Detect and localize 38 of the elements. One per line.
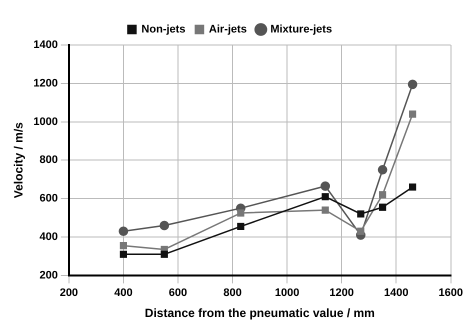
point	[357, 210, 364, 218]
point	[237, 209, 244, 217]
point	[120, 250, 128, 258]
legend-label: Mixture-jets	[270, 24, 332, 36]
y-tick-label: 800	[40, 154, 58, 166]
y-tick-label: 1400	[33, 39, 58, 52]
x-tick-label: 1200	[329, 287, 354, 300]
x-tick-label: 600	[168, 287, 188, 300]
y-tick-label: 400	[40, 231, 58, 244]
point	[408, 80, 418, 90]
x-axis-title: Distance from the pneumatic value / mm	[144, 306, 375, 320]
point	[378, 165, 388, 175]
legend-label: Non-jets	[141, 24, 186, 36]
x-tick-label: 800	[223, 287, 242, 300]
point	[160, 220, 170, 230]
point	[322, 193, 329, 200]
point	[378, 204, 386, 211]
y-tick-label: 1200	[33, 77, 58, 90]
point	[378, 191, 386, 198]
point	[357, 228, 364, 235]
point	[120, 242, 128, 250]
x-tick-label: 1000	[274, 287, 300, 300]
point	[118, 226, 128, 236]
y-tick-label: 600	[40, 192, 58, 205]
point	[408, 110, 416, 118]
legend-label: Air-jets	[208, 24, 247, 36]
y-tick-label: 200	[40, 269, 58, 282]
y-tick-label: 1000	[33, 116, 58, 128]
x-tick-label: 400	[114, 287, 133, 300]
point	[408, 184, 416, 191]
point	[160, 250, 168, 258]
x-tick-label: 1600	[438, 287, 464, 300]
point	[320, 181, 330, 191]
point	[237, 222, 244, 230]
x-tick-label: 200	[60, 287, 78, 300]
point	[322, 206, 329, 214]
x-tick-label: 1400	[384, 287, 408, 300]
y-axis-title: Velocity / m/s	[12, 122, 26, 198]
